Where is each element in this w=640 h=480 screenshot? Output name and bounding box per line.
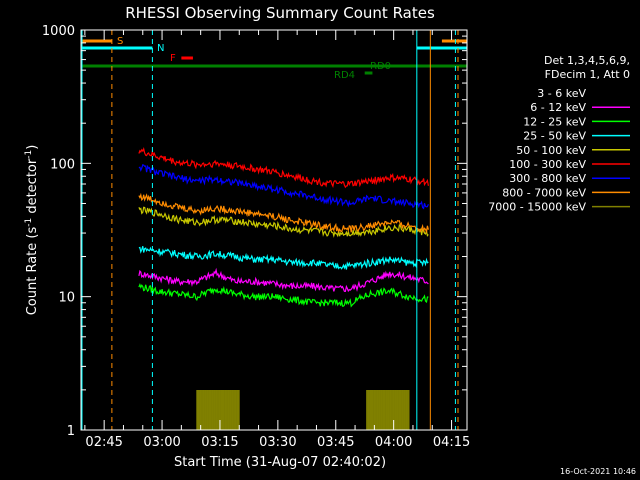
series-line (138, 267, 429, 293)
y-axis-label: Count Rate (s-1 detector-1) (24, 145, 40, 316)
decim-label-rd0: RD0 (370, 61, 391, 72)
y-axis-label-part2: detector (25, 158, 40, 218)
y-axis-label-part1: Count Rate (s (25, 227, 40, 316)
x-tick-label: 03:30 (259, 435, 296, 450)
status-bars: S NF RD0 RD4 (81, 36, 467, 81)
series-line (138, 246, 429, 270)
flare-label: F (170, 53, 176, 64)
series-layer (138, 146, 429, 430)
legend-label: 300 - 800 keV (509, 172, 586, 185)
decim-label-rd4: RD4 (334, 70, 355, 81)
y-tick-label: 100 (50, 157, 75, 172)
series-line (138, 164, 429, 210)
x-axis-label: Start Time (31-Aug-07 02:40:02) (174, 455, 386, 470)
x-tick-label: 04:00 (375, 435, 412, 450)
y-axis: 1 10 100 1000 (42, 24, 467, 439)
legend-label: 25 - 50 keV (523, 130, 586, 143)
legend-label: 100 - 300 keV (509, 158, 586, 171)
y-axis-label-part3: ) (25, 145, 40, 150)
x-tick-label: 03:15 (201, 435, 238, 450)
y-axis-label-sup1: -1 (24, 218, 34, 227)
saa-label: S (117, 36, 123, 47)
series-line (138, 279, 429, 350)
y-axis-label-sup2: -1 (24, 150, 34, 159)
y-tick-label: 10 (58, 291, 75, 306)
legend-header-line1: Det 1,3,4,5,6,9, (544, 54, 630, 67)
x-tick-label: 04:15 (433, 435, 470, 450)
timestamp: 16-Oct-2021 10:46 (560, 467, 636, 476)
series-line (138, 146, 429, 189)
night-label: N (157, 43, 164, 54)
legend-label: 3 - 6 keV (537, 87, 586, 100)
markers-layer (81, 30, 459, 430)
plot-frame (80, 29, 468, 431)
legend-label: 800 - 7000 keV (502, 186, 586, 199)
series-line (138, 192, 429, 235)
x-tick-label: 03:00 (143, 435, 180, 450)
y-tick-label: 1000 (42, 24, 75, 39)
legend: Det 1,3,4,5,6,9, FDecim 1, Att 0 3 - 6 k… (488, 54, 630, 214)
x-axis: 02:45 03:00 03:15 03:30 03:45 04:00 04:15 (84, 30, 470, 450)
legend-header-line2: FDecim 1, Att 0 (545, 68, 630, 81)
legend-label: 7000 - 15000 keV (488, 201, 586, 214)
chart-title: RHESSI Observing Summary Count Rates (125, 4, 435, 22)
legend-label: 50 - 100 keV (516, 144, 586, 157)
series-line (138, 283, 429, 308)
legend-label: 6 - 12 keV (530, 101, 586, 114)
x-tick-label: 02:45 (85, 435, 122, 450)
series-line (138, 206, 429, 238)
x-tick-label: 03:45 (317, 435, 354, 450)
legend-label: 12 - 25 keV (523, 115, 586, 128)
y-tick-label: 1 (67, 424, 75, 439)
